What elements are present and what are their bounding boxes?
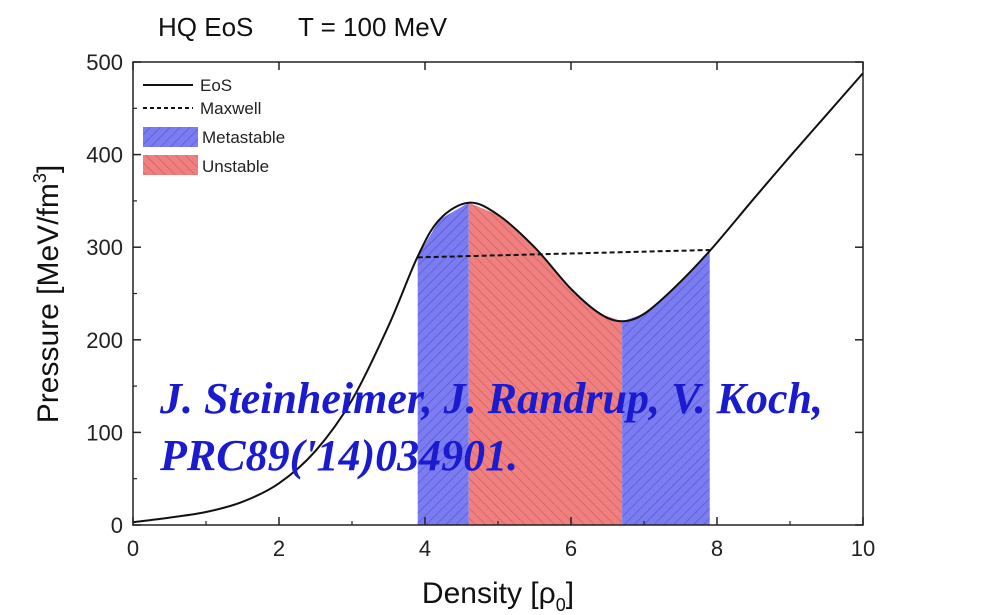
y-tick-label: 500 [86,50,123,75]
region-metastable-0 [417,202,469,525]
x-tick-label: 4 [419,536,431,561]
series-maxwell-line [417,248,710,259]
y-axis-title-close: ] [32,165,65,173]
x-axis-title: Density [ρ0] [422,577,574,615]
y-tick-label: 200 [86,328,123,353]
y-axis-title-main: Pressure [MeV/fm [32,183,65,423]
x-axis-title-close: ] [566,577,574,610]
x-axis-title-main: Density [ρ [422,577,556,610]
citation-line-1: J. Steinheimer, J. Randrup, V. Koch, [159,374,823,423]
header-temp-label: T = 100 MeV [298,12,448,42]
data-lines [133,72,863,524]
x-tick-label: 8 [711,536,723,561]
legend-label-metastable: Metastable [202,128,285,147]
x-tick-label: 6 [565,536,577,561]
y-axis-title-exp: 3 [30,173,50,183]
legend-swatch-metastable [143,127,198,147]
legend-swatch-unstable [143,155,198,175]
header-eos-label: HQ EoS [158,12,253,42]
shaded-regions [417,202,710,525]
region-metastable-2 [622,250,710,525]
y-tick-label: 0 [111,513,123,538]
series-eos-line [133,72,863,524]
y-tick-label: 300 [86,235,123,260]
x-axis-title-sub: 0 [556,595,566,615]
y-tick-label: 400 [86,143,123,168]
legend-label-unstable: Unstable [202,157,269,176]
y-axis-title: Pressure [MeV/fm3] [30,165,65,423]
citation-line-2: PRC89('14)034901. [159,431,518,480]
x-tick-label: 2 [273,536,285,561]
y-tick-label: 100 [86,420,123,445]
x-tick-label: 10 [851,536,875,561]
legend-label-eos: EoS [200,76,232,95]
x-tick-label: 0 [127,536,139,561]
legend-label-maxwell: Maxwell [200,99,261,118]
legend: EoS Maxwell Metastable Unstable [143,76,285,176]
y-axis-title-text: Pressure [MeV/fm3] [30,165,65,423]
region-unstable-1 [468,202,623,525]
